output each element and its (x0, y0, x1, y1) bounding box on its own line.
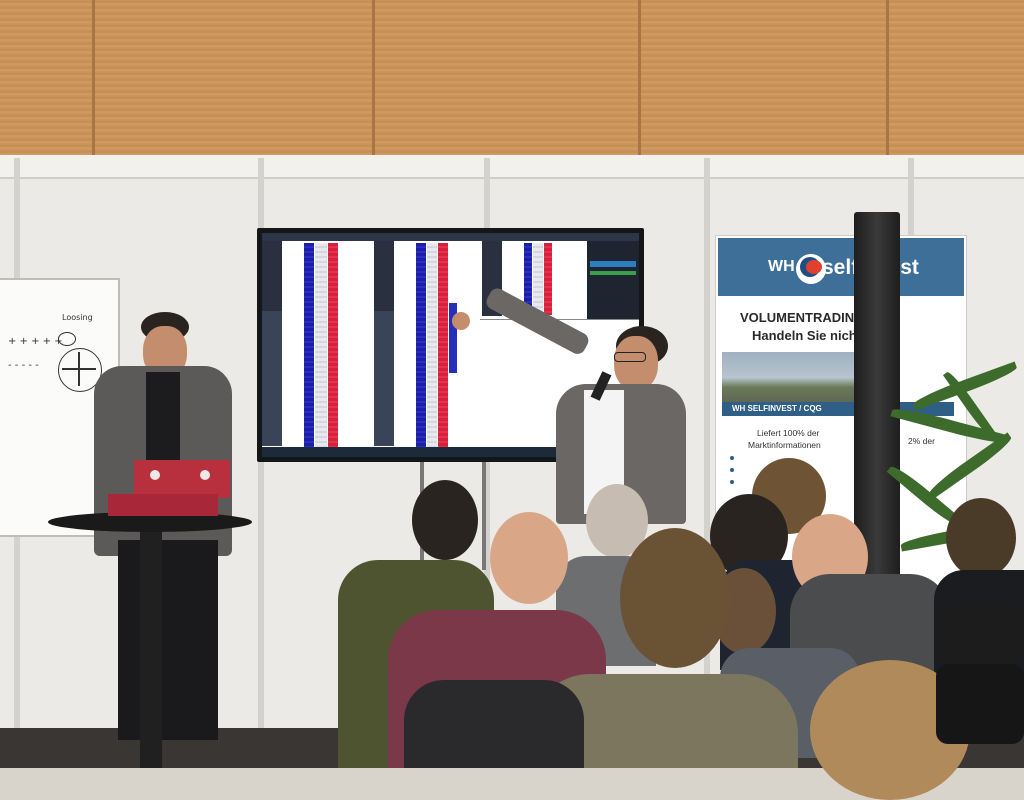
audience-head (490, 512, 568, 604)
volume-profile (449, 303, 457, 373)
ceiling-beam (638, 0, 641, 158)
audience-head (620, 528, 730, 668)
ceiling-beam (92, 0, 95, 158)
podium-table (48, 512, 252, 532)
banner-header (718, 238, 964, 296)
glasses-icon (614, 352, 646, 362)
whiteboard-note-minus: - - - - - (8, 360, 39, 371)
laptop-base (108, 494, 218, 516)
whiteboard-circle (58, 332, 76, 346)
dom-price-column (315, 243, 327, 448)
tv-stand-pole (482, 460, 486, 570)
windows-taskbar (262, 447, 639, 457)
presenter-left-trousers (118, 540, 218, 740)
laptop-logo-icon (150, 470, 160, 480)
presenter-right-face (614, 336, 658, 390)
booth-frame-top (0, 155, 1024, 179)
dom-ask-column (544, 243, 552, 315)
audience-coat (404, 680, 584, 768)
pointing-hand (452, 312, 470, 330)
audience-head (412, 480, 478, 560)
whiteboard-circle-large (58, 348, 102, 392)
banner-headline-1: VOLUMENTRADING (740, 310, 865, 325)
whiteboard-line (62, 368, 96, 370)
whiteboard-note-top: Loosing (62, 313, 93, 322)
bullet-icon (730, 468, 734, 472)
order-entry-panel (587, 241, 639, 319)
wall-divider (704, 158, 710, 728)
screen-side-panel (262, 241, 282, 311)
swoosh-logo-icon (796, 254, 826, 284)
screen-titlebar (262, 233, 639, 241)
laptop (134, 460, 230, 498)
dom-bid-column (524, 243, 532, 315)
laptop-logo-icon (200, 470, 210, 480)
order-row-highlight (590, 261, 636, 267)
dom-bid-column (304, 243, 314, 448)
order-row-highlight (590, 271, 636, 275)
dom-price-column (533, 243, 543, 315)
chair (936, 664, 1024, 744)
whiteboard-note-plus: + + + + + (8, 336, 63, 347)
podium-leg (140, 528, 162, 768)
dom-price-column (427, 243, 437, 448)
banner-strip-text: WH SELFINVEST / CQG (732, 404, 822, 413)
banner-logo-wh: WH (768, 258, 795, 275)
black-pillar (854, 212, 900, 582)
ceiling-beam (372, 0, 375, 158)
banner-body-3: 2% der (908, 436, 935, 446)
screen-side-panel (262, 311, 282, 446)
banner-body-1: Liefert 100% der (757, 428, 820, 438)
bullet-icon (730, 456, 734, 460)
bullet-icon (730, 480, 734, 484)
ceiling-beam (886, 0, 889, 158)
screen-side-panel (374, 311, 394, 446)
dom-ask-column (328, 243, 338, 448)
audience-head (946, 498, 1016, 578)
banner-body-2: Marktinformationen (748, 440, 821, 450)
ceiling (0, 0, 1024, 158)
screen-side-panel (374, 241, 394, 311)
chair (940, 604, 1024, 664)
dom-ask-column (438, 243, 448, 448)
dom-bid-column (416, 243, 426, 448)
